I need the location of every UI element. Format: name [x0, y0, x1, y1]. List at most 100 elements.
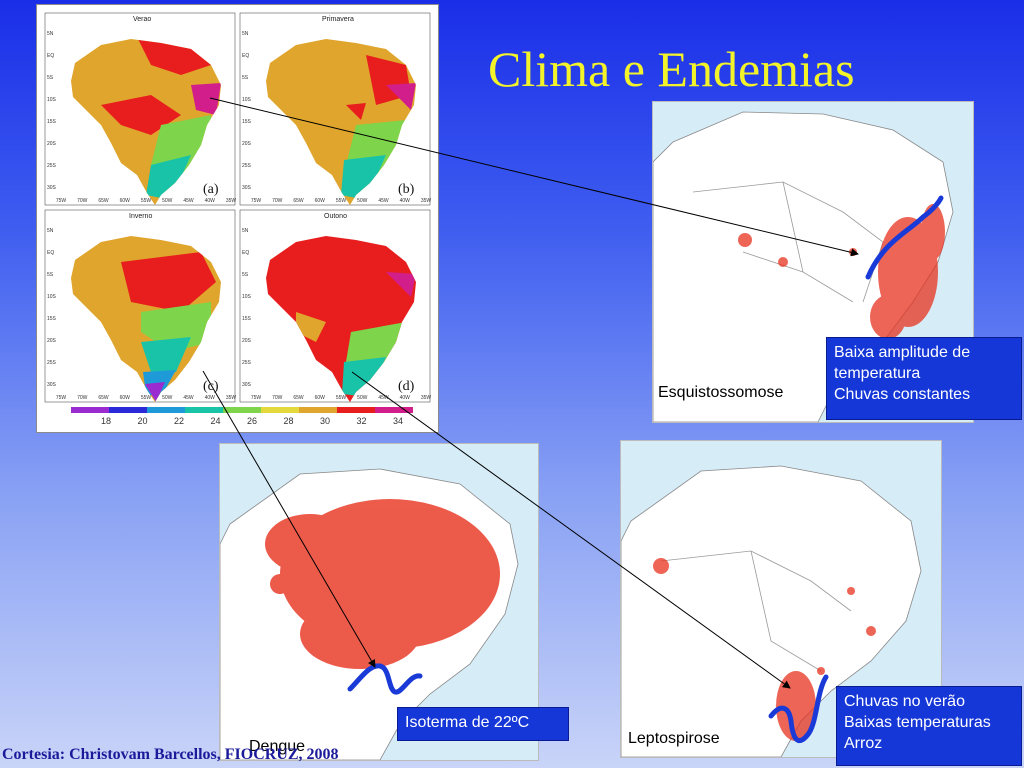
panel-title-a: Verao — [133, 16, 151, 23]
lat-tick-label: 10S — [47, 294, 57, 300]
legend-color-swatch — [375, 407, 413, 413]
lat-tick-label: 25S — [47, 360, 57, 366]
legend-tick-label: 26 — [247, 416, 257, 426]
climate-panel-a: Verao (a) — [44, 12, 236, 206]
legend-color-swatch — [299, 407, 337, 413]
lat-tick-label: 5S — [242, 272, 249, 278]
lon-tick-label: 75W — [56, 198, 67, 204]
panel-letter-b: (b) — [398, 182, 415, 197]
lon-tick-label: 65W — [293, 395, 304, 401]
lat-tick-label: 30S — [47, 185, 57, 191]
lon-ticks-c: 75W 70W 65W 60W 55W 50W 45W 40W 35W — [56, 395, 237, 401]
lat-tick-label: 10S — [242, 294, 252, 300]
caption-esquistossomose: Esquistossomose — [658, 384, 784, 401]
temperature-legend: 18 20 22 24 26 28 30 32 34 — [71, 407, 413, 426]
lon-tick-label: 50W — [357, 395, 368, 401]
legend-color-swatch — [223, 407, 261, 413]
lon-tick-label: 40W — [400, 395, 411, 401]
lon-tick-label: 45W — [378, 198, 389, 204]
lat-tick-label: 5N — [47, 31, 54, 37]
info-line: Baixa amplitude de — [834, 344, 971, 361]
lat-tick-label: 5S — [47, 75, 54, 81]
lon-tick-label: 55W — [141, 198, 152, 204]
lat-tick-label: 25S — [242, 163, 252, 169]
lon-ticks-d: 75W 70W 65W 60W 55W 50W 45W 40W 35W — [251, 395, 432, 401]
panel-title-b: Primavera — [322, 16, 354, 23]
legend-color-swatch — [71, 407, 109, 413]
climate-panel-b: Primavera (b) — [239, 12, 431, 206]
lat-tick-label: 10S — [47, 97, 57, 103]
lat-tick-label: EQ — [242, 250, 249, 256]
lon-tick-label: 50W — [357, 198, 368, 204]
lon-tick-label: 60W — [315, 395, 326, 401]
climate-maps-svg: Verao (a) Primavera (b) — [44, 12, 432, 426]
lat-tick-label: EQ — [47, 250, 54, 256]
legend-tick-label: 24 — [210, 416, 220, 426]
info-line: Baixas temperaturas — [844, 714, 991, 731]
lon-tick-label: 40W — [205, 395, 216, 401]
lon-tick-label: 60W — [315, 198, 326, 204]
lon-tick-label: 75W — [251, 198, 262, 204]
info-line: Isoterma de 22ºC — [405, 714, 530, 731]
lat-tick-label: 30S — [47, 382, 57, 388]
panel-letter-d: (d) — [398, 379, 415, 394]
lat-tick-label: 5N — [242, 31, 249, 37]
legend-color-swatch — [185, 407, 223, 413]
leptospirose-isoline — [768, 674, 829, 744]
lon-tick-label: 55W — [336, 395, 347, 401]
panel-title-c: Inverno — [129, 213, 152, 220]
legend-color-swatch — [109, 407, 147, 413]
lon-tick-label: 45W — [183, 395, 194, 401]
lon-tick-label: 50W — [162, 198, 173, 204]
lat-tick-label: 30S — [242, 382, 252, 388]
lon-tick-label: 50W — [162, 395, 173, 401]
lat-tick-label: 10S — [242, 97, 252, 103]
legend-tick-label: 20 — [137, 416, 147, 426]
credit-line: Cortesia: Christovam Barcellos, FIOCRUZ,… — [2, 746, 339, 763]
lon-tick-label: 60W — [120, 198, 131, 204]
lon-tick-label: 45W — [183, 198, 194, 204]
lat-tick-label: 15S — [242, 119, 252, 125]
lon-tick-label: 35W — [421, 395, 432, 401]
panel-letter-c: (c) — [203, 379, 219, 394]
legend-tick-label: 18 — [101, 416, 111, 426]
panel-letter-a: (a) — [203, 182, 219, 197]
legend-tick-label: 28 — [283, 416, 293, 426]
info-box-leptospirose: Chuvas no verão Baixas temperaturas Arro… — [836, 686, 1022, 766]
esquistossomose-isoline — [865, 195, 944, 280]
legend-tick-label: 22 — [174, 416, 184, 426]
legend-tick-label: 30 — [320, 416, 330, 426]
lon-ticks-b: 75W 70W 65W 60W 55W 50W 45W 40W 35W — [251, 198, 432, 204]
lat-tick-label: 20S — [242, 338, 252, 344]
lon-tick-label: 40W — [400, 198, 411, 204]
panel-title-d: Outono — [324, 213, 347, 220]
lon-tick-label: 65W — [98, 395, 109, 401]
lat-tick-label: 5S — [242, 75, 249, 81]
lon-tick-label: 65W — [293, 198, 304, 204]
info-line: temperatura — [834, 365, 921, 382]
lat-tick-label: 15S — [242, 316, 252, 322]
lat-tick-label: 20S — [47, 338, 57, 344]
lon-tick-label: 70W — [77, 395, 88, 401]
lon-tick-label: 55W — [336, 198, 347, 204]
lon-tick-label: 70W — [272, 198, 283, 204]
lon-tick-label: 70W — [77, 198, 88, 204]
lon-tick-label: 75W — [251, 395, 262, 401]
caption-dengue: Dengue — [249, 738, 306, 755]
info-box-esquistossomose: Baixa amplitude de temperatura Chuvas co… — [826, 337, 1022, 420]
info-line: Arroz — [844, 735, 883, 752]
lat-tick-label: 5N — [47, 228, 54, 234]
lat-ticks-a: 5N EQ 5S 10S 15S 20S 25S 30S — [47, 31, 57, 191]
lat-tick-label: EQ — [47, 53, 54, 59]
info-line: Chuvas no verão — [844, 693, 965, 710]
caption-leptospirose: Leptospirose — [628, 730, 720, 747]
lon-tick-label: 70W — [272, 395, 283, 401]
climate-panel-c: Inverno (c) — [44, 209, 236, 403]
lon-tick-label: 55W — [141, 395, 152, 401]
lat-tick-label: 20S — [242, 141, 252, 147]
lon-tick-label: 75W — [56, 395, 67, 401]
lat-tick-label: 15S — [47, 119, 57, 125]
lon-tick-label: 60W — [120, 395, 131, 401]
legend-tick-label: 32 — [356, 416, 366, 426]
legend-tick-label: 34 — [393, 416, 403, 426]
